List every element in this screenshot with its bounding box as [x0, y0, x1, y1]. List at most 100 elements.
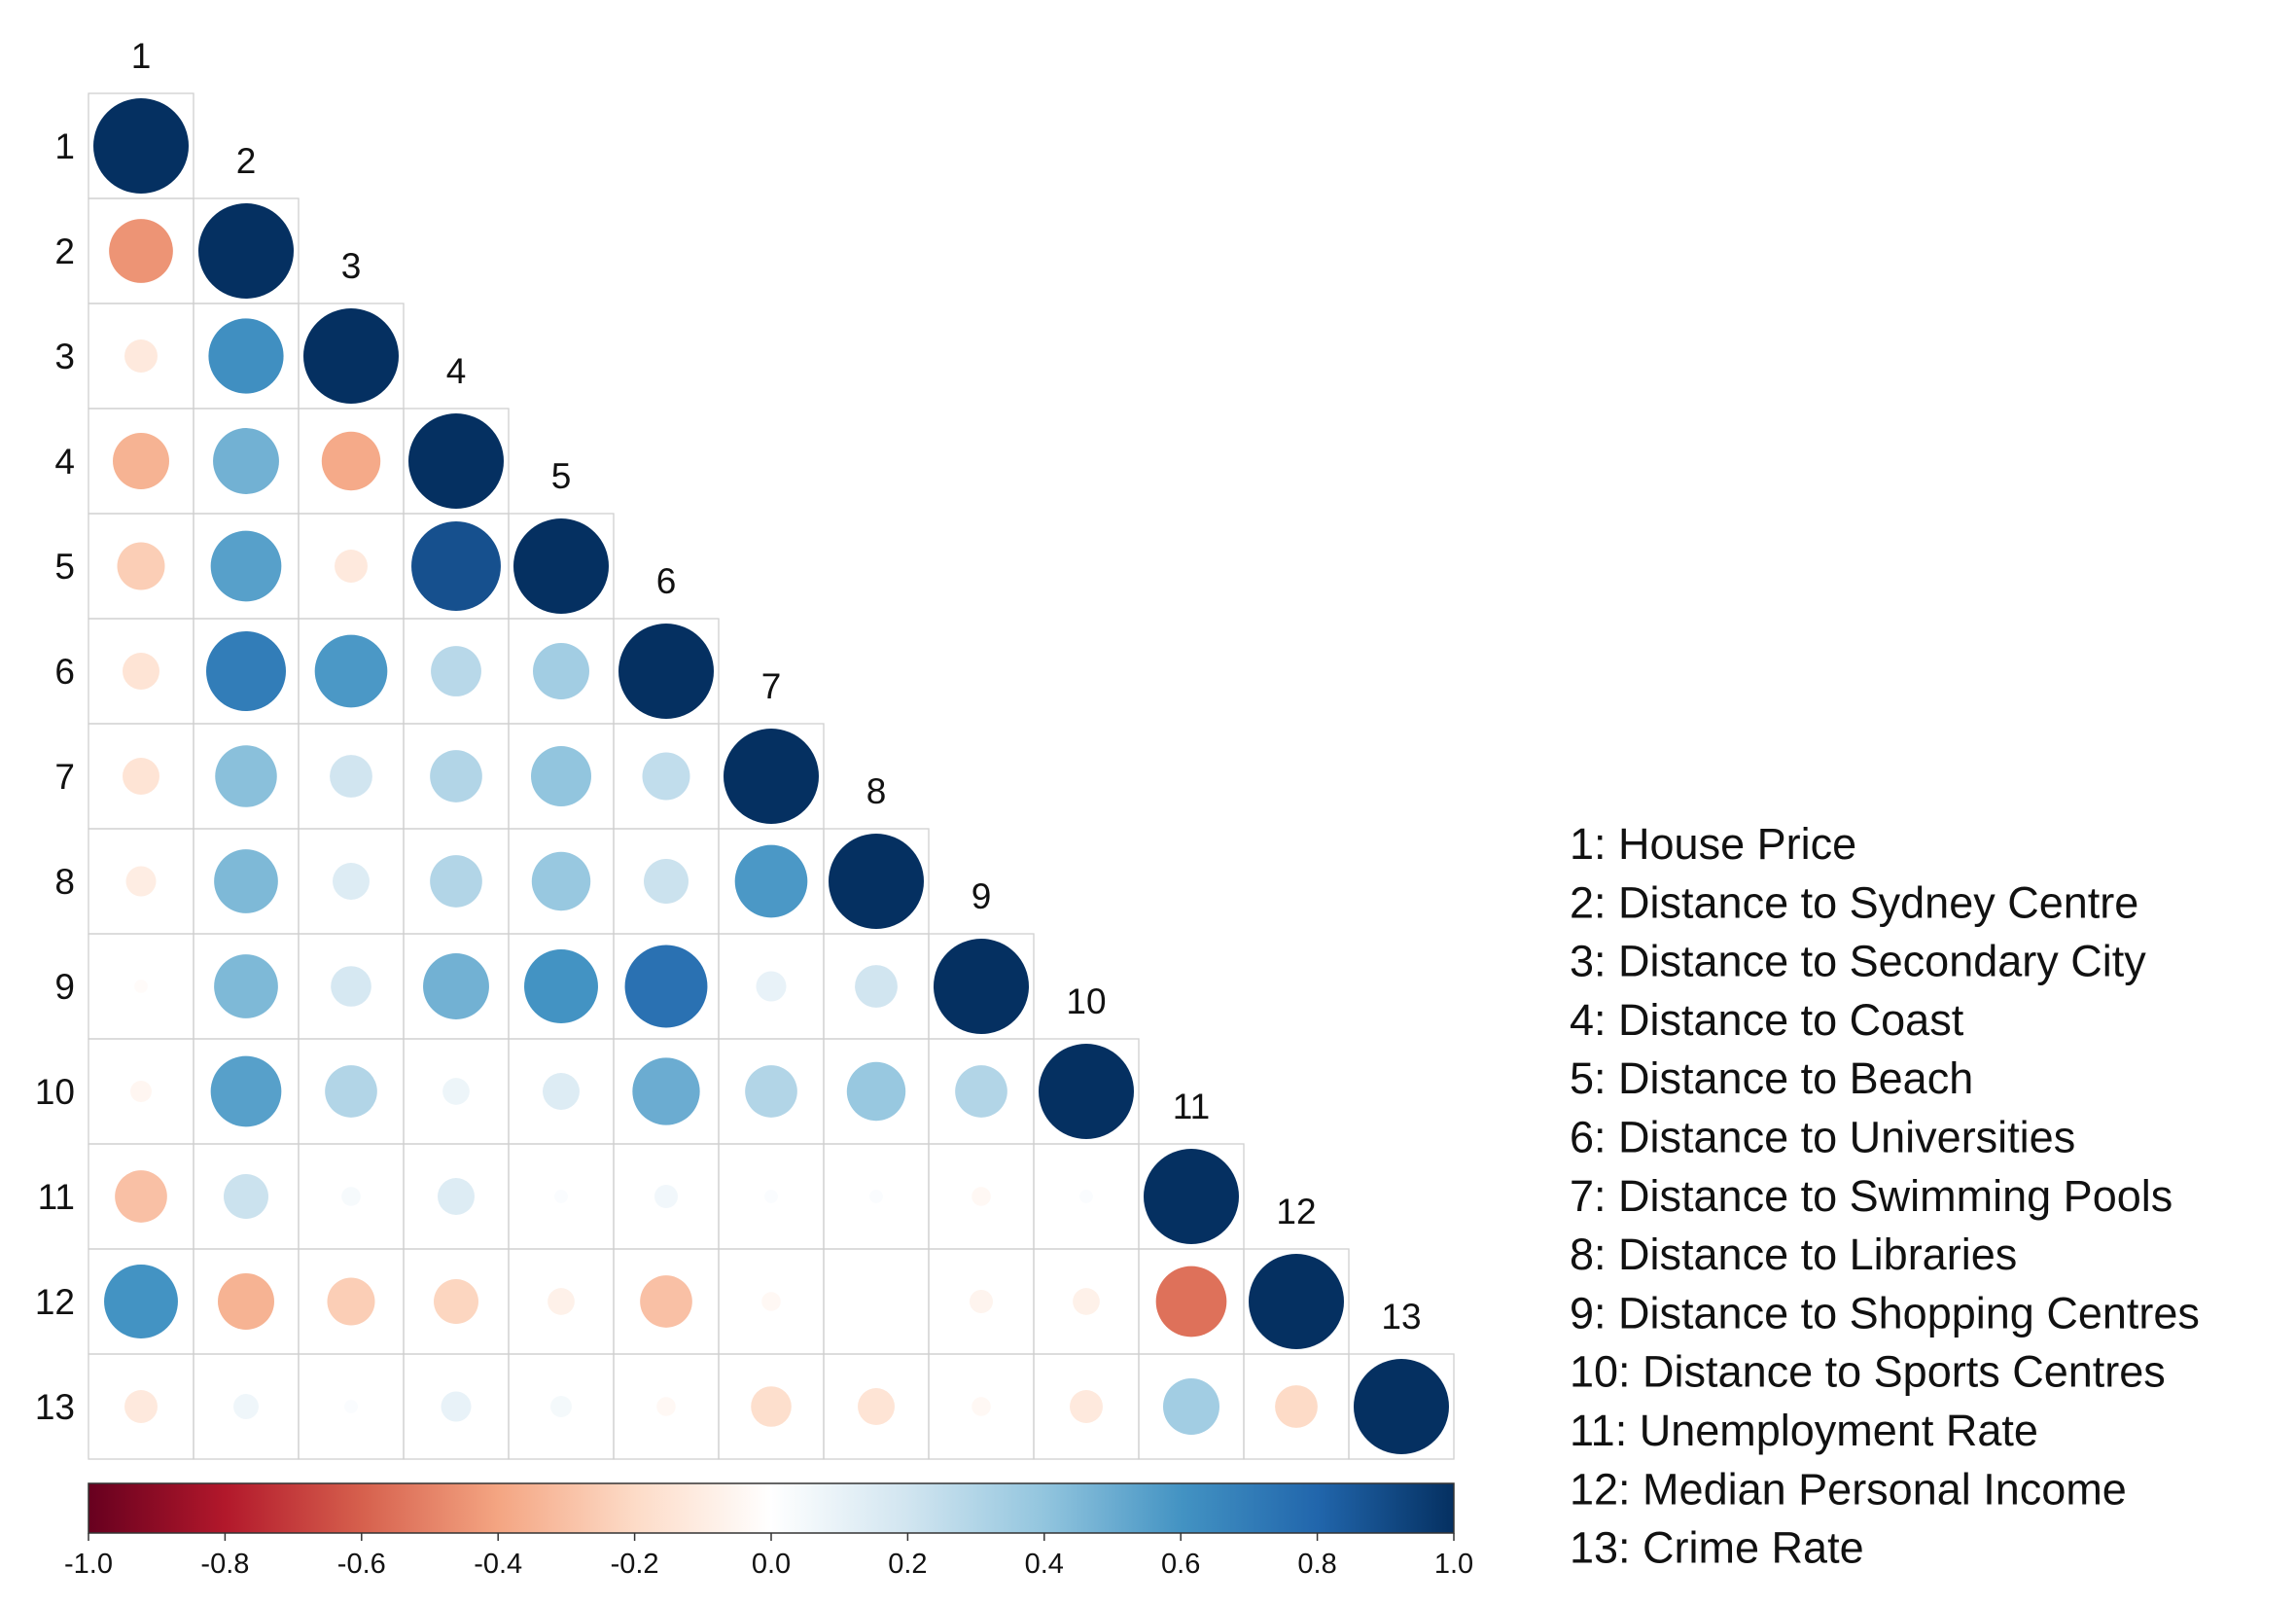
colorbar-tick-label-1: -0.8 — [200, 1549, 249, 1580]
colorbar-tick-label-7: 0.4 — [1025, 1549, 1064, 1580]
corr-circle-10-4 — [442, 1078, 470, 1105]
corr-circle-9-9 — [934, 939, 1029, 1034]
row-label-8: 8 — [54, 862, 75, 902]
corr-circle-10-2 — [210, 1055, 282, 1127]
row-label-6: 6 — [54, 652, 75, 692]
row-label-3: 3 — [54, 337, 75, 376]
corr-circle-4-3 — [321, 431, 381, 491]
corr-circle-12-4 — [434, 1279, 478, 1324]
colorbar-tick-label-0: -1.0 — [64, 1549, 113, 1580]
matrix-cell-13-13 — [1348, 1353, 1455, 1460]
colorbar-tick-label-8: 0.6 — [1161, 1549, 1200, 1580]
corr-circle-11-2 — [224, 1174, 268, 1219]
corr-circle-10-6 — [632, 1057, 700, 1125]
corr-circle-2-1 — [109, 219, 173, 283]
corr-circle-11-4 — [438, 1178, 475, 1215]
corr-circle-9-7 — [756, 971, 787, 1002]
corr-circle-9-1 — [134, 980, 148, 993]
corr-circle-8-7 — [734, 844, 808, 918]
legend-entry-11: 11: Unemployment Rate — [1570, 1406, 2038, 1455]
colorbar-tick-label-3: -0.4 — [474, 1549, 522, 1580]
legend-entry-2: 2: Distance to Sydney Centre — [1570, 877, 2138, 927]
column-label-10: 10 — [1066, 981, 1106, 1021]
corr-circle-12-1 — [104, 1265, 178, 1338]
legend-entry-6: 6: Distance to Universities — [1570, 1113, 2075, 1162]
corr-circle-13-2 — [233, 1394, 259, 1419]
corr-circle-13-1 — [124, 1390, 158, 1423]
column-label-4: 4 — [446, 351, 467, 391]
correlation-circles — [93, 98, 1449, 1454]
corr-circle-7-1 — [123, 758, 159, 795]
corr-circle-10-5 — [543, 1073, 580, 1110]
column-label-2: 2 — [236, 141, 257, 181]
corr-circle-5-1 — [117, 542, 165, 590]
corr-circle-9-4 — [423, 953, 489, 1019]
corr-circle-8-4 — [430, 855, 482, 908]
corr-circle-13-10 — [1070, 1390, 1103, 1423]
column-label-6: 6 — [656, 561, 677, 601]
corr-circle-12-5 — [548, 1288, 575, 1315]
corr-circle-3-3 — [303, 308, 399, 404]
corr-circle-3-2 — [208, 318, 284, 394]
corr-circle-5-3 — [335, 550, 368, 583]
row-label-13: 13 — [35, 1387, 75, 1427]
corr-circle-5-2 — [210, 530, 282, 602]
column-label-5: 5 — [551, 456, 572, 496]
legend-entry-5: 5: Distance to Beach — [1570, 1053, 1973, 1103]
corr-circle-12-6 — [640, 1275, 692, 1328]
corr-circle-10-8 — [846, 1061, 906, 1122]
corr-circle-4-4 — [408, 413, 504, 509]
corr-circle-9-8 — [855, 965, 898, 1008]
row-label-12: 12 — [35, 1282, 75, 1322]
corr-circle-4-2 — [213, 428, 279, 494]
corr-circle-12-9 — [970, 1290, 993, 1313]
corr-circle-8-2 — [214, 849, 278, 913]
corr-circle-10-9 — [955, 1065, 1007, 1118]
row-label-7: 7 — [54, 757, 75, 797]
legend-entry-7: 7: Distance to Swimming Pools — [1570, 1171, 2172, 1221]
corr-circle-3-1 — [124, 339, 158, 373]
matrix-cell-12-8 — [823, 1248, 930, 1355]
corr-circle-11-11 — [1144, 1149, 1239, 1244]
corr-circle-11-1 — [115, 1170, 167, 1223]
legend-entry-9: 9: Distance to Shopping Centres — [1570, 1288, 2200, 1338]
matrix-grid — [88, 92, 1455, 1460]
corr-circle-11-10 — [1079, 1190, 1093, 1203]
row-label-9: 9 — [54, 967, 75, 1007]
corr-circle-10-7 — [745, 1065, 797, 1118]
legend-entry-8: 8: Distance to Libraries — [1570, 1230, 2017, 1279]
corr-circle-8-6 — [644, 859, 689, 904]
legend-entry-12: 12: Median Personal Income — [1570, 1464, 2127, 1514]
column-label-13: 13 — [1381, 1297, 1421, 1337]
row-label-11: 11 — [38, 1177, 75, 1217]
corr-circle-6-2 — [206, 631, 286, 711]
column-label-12: 12 — [1276, 1192, 1316, 1231]
corr-circle-12-10 — [1073, 1288, 1100, 1315]
corr-circle-9-2 — [214, 954, 278, 1018]
column-label-1: 1 — [131, 36, 152, 76]
row-label-4: 4 — [54, 442, 75, 482]
corr-circle-10-1 — [130, 1081, 152, 1102]
corr-circle-12-7 — [761, 1292, 781, 1311]
colorbar-tick-label-6: 0.2 — [888, 1549, 927, 1580]
colorbar-tick-label-2: -0.6 — [337, 1549, 386, 1580]
corr-circle-5-4 — [411, 521, 501, 611]
corr-circle-6-6 — [618, 624, 714, 719]
colorbar-tick-label-5: 0.0 — [752, 1549, 791, 1580]
corr-circle-10-3 — [325, 1065, 377, 1118]
corr-circle-10-10 — [1039, 1044, 1134, 1139]
row-label-2: 2 — [54, 232, 75, 271]
corr-circle-8-8 — [829, 834, 924, 929]
column-label-8: 8 — [866, 771, 887, 811]
corr-circle-13-8 — [858, 1388, 895, 1425]
corr-circle-7-4 — [430, 750, 482, 802]
corr-circle-12-12 — [1249, 1254, 1344, 1349]
legend-entry-13: 13: Crime Rate — [1570, 1523, 1864, 1573]
corr-circle-9-5 — [524, 949, 598, 1023]
row-label-5: 5 — [54, 547, 75, 587]
colorbar-tick-label-4: -0.2 — [611, 1549, 659, 1580]
corr-circle-11-5 — [554, 1190, 568, 1203]
corr-circle-5-5 — [513, 518, 609, 614]
corr-circle-7-7 — [724, 729, 819, 824]
